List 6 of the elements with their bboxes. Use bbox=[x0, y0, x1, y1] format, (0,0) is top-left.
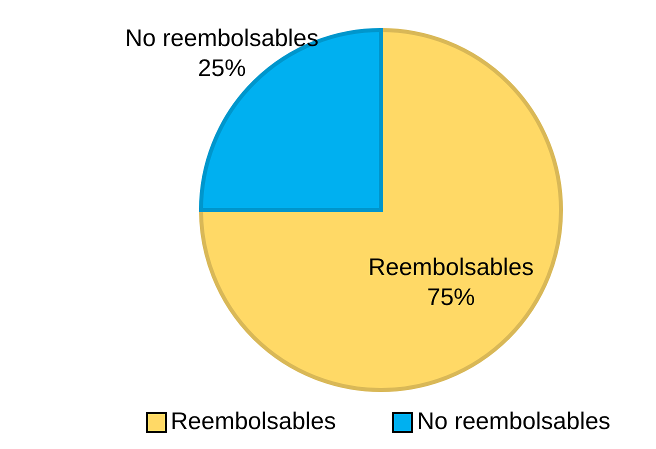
data-label: 25% bbox=[198, 55, 246, 82]
slice-label: Reembolsables bbox=[368, 254, 534, 282]
legend-label: No reembolsables bbox=[416, 408, 610, 436]
legend-label: Reembolsables bbox=[170, 408, 336, 436]
data-label: 75% bbox=[426, 284, 476, 312]
slice-label: No reembolsables bbox=[125, 25, 319, 52]
